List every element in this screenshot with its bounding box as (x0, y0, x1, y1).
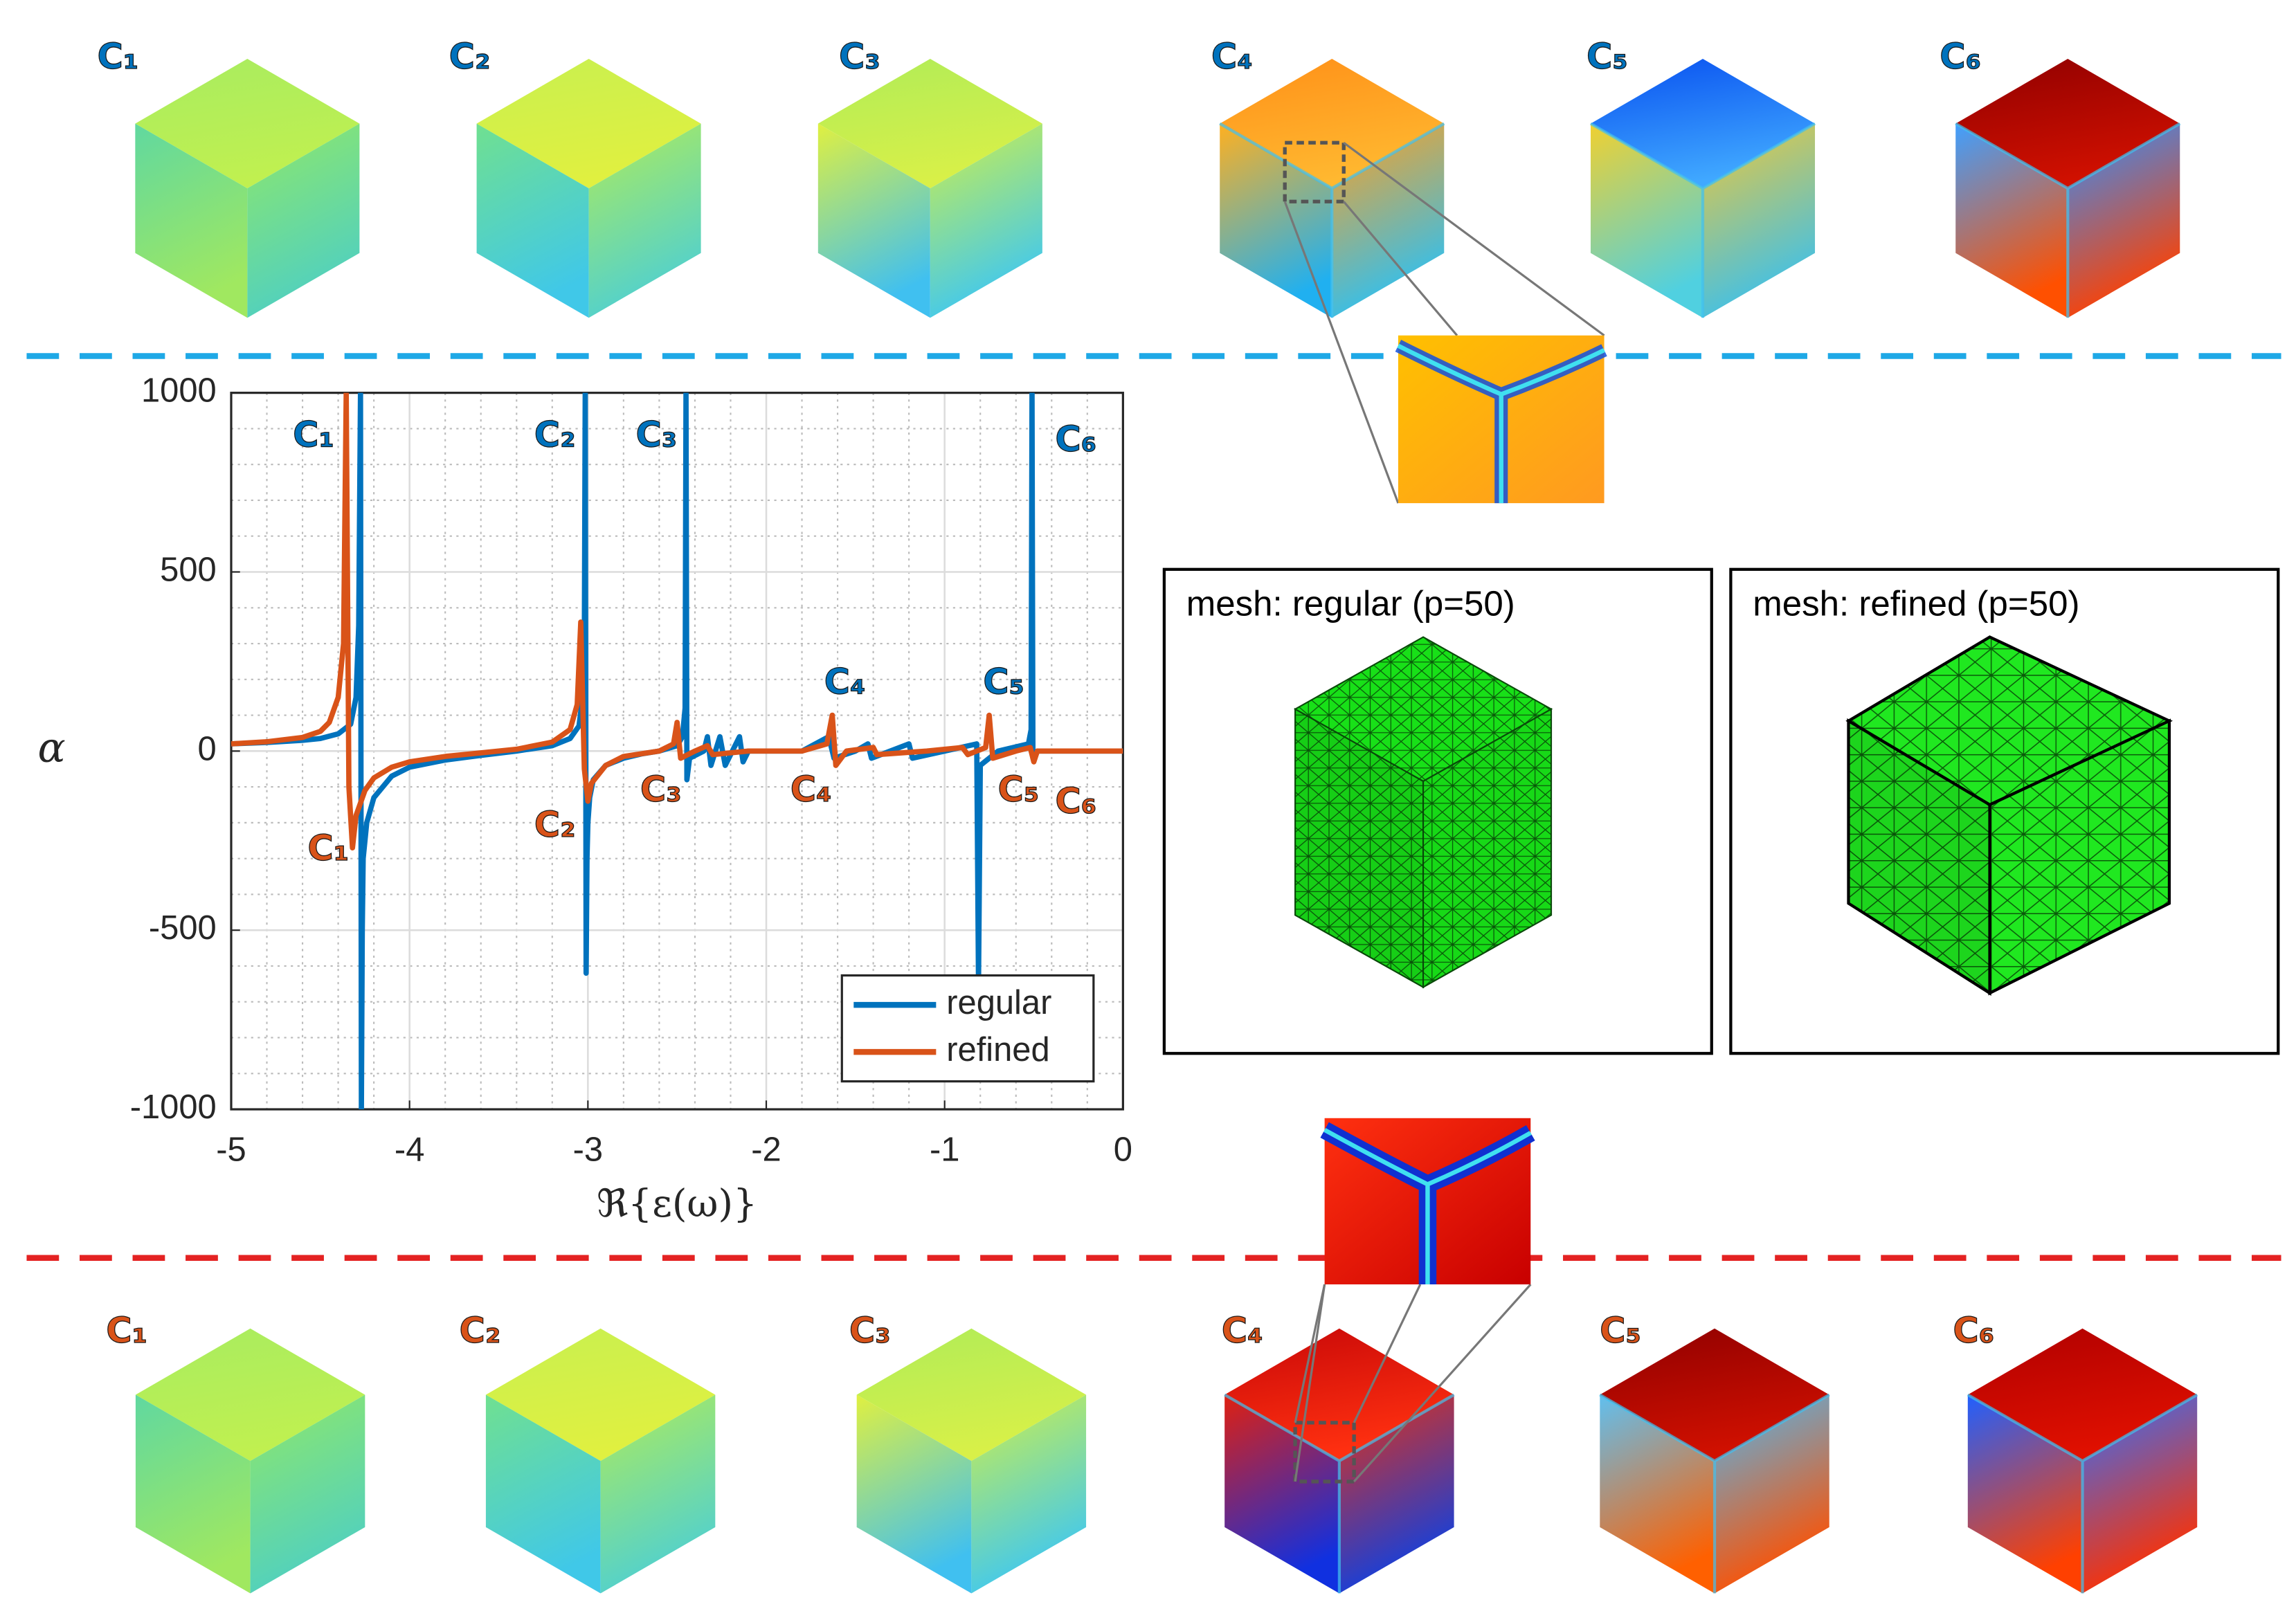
cube-face (588, 123, 701, 318)
x-tick-label: -3 (573, 1131, 603, 1169)
annotation: C₃ (636, 415, 678, 455)
x-tick-label: -2 (751, 1131, 781, 1169)
annotation: C₄ (790, 770, 832, 810)
annotation: C₆ (1055, 781, 1096, 822)
y-tick-label: -1000 (130, 1089, 217, 1126)
x-tick-label: -5 (216, 1131, 246, 1169)
zoom-inset-top (1283, 140, 1607, 504)
field-cube (1967, 1328, 2198, 1594)
field-cube (485, 1328, 716, 1594)
cube-label: C₅ (1600, 1311, 1641, 1351)
cube-edge (1589, 122, 1816, 318)
x-axis-label: ℜ{ε(ω)} (597, 1182, 757, 1226)
field-cube (135, 1328, 365, 1594)
y-axis-label: α (38, 725, 66, 772)
cube-edge (1599, 1393, 1830, 1594)
field-cube (817, 59, 1042, 318)
mesh-title: mesh: regular (p=50) (1186, 583, 1515, 623)
cube-face (856, 1328, 1087, 1462)
cube-face (817, 123, 930, 318)
cube-face (971, 1394, 1087, 1594)
field-cube (1224, 1328, 1455, 1594)
cube-label: C₁ (98, 37, 139, 78)
cube-label: C₃ (849, 1311, 891, 1351)
annotation: C₂ (534, 415, 576, 455)
cube-face (856, 1394, 972, 1594)
mesh-cube (1293, 636, 1553, 989)
cube-label: C₄ (1222, 1311, 1263, 1351)
legend-label: regular (946, 984, 1051, 1021)
y-tick-label: -500 (149, 909, 217, 947)
field-cube (135, 59, 360, 318)
legend-label: refined (946, 1031, 1049, 1068)
annotation: C₄ (824, 662, 866, 703)
cube-label: C₃ (839, 37, 880, 78)
annotation: C₃ (640, 770, 682, 810)
field-cube (1219, 59, 1445, 318)
chart: -5 -4 -3 -2 -1 0 -1000 -500 0 500 1000 C₁ C₂ C₃ C₄ C₅ C₆… (38, 372, 1132, 1226)
x-tick-label: -1 (930, 1131, 959, 1169)
annotation: C₁ (307, 828, 349, 869)
cube-edge (1955, 122, 2181, 318)
cube-face (600, 1394, 716, 1594)
annotation: C₂ (534, 805, 576, 846)
field-cube (476, 59, 701, 318)
cube-label: C₅ (1587, 37, 1628, 78)
field-cube (1955, 59, 2181, 318)
cube-face (135, 59, 360, 189)
annotation: C₅ (983, 662, 1024, 703)
cube-label: C₂ (449, 37, 491, 78)
field-cube (1589, 59, 1816, 318)
zoom-inset-bottom (1293, 1118, 1535, 1484)
cube-face (1224, 1394, 1339, 1594)
y-tick-label: 1000 (141, 372, 217, 410)
mesh-cube (1845, 635, 2173, 996)
annotation: C₅ (998, 770, 1040, 810)
cube-edge (1219, 122, 1445, 318)
cube-face (1339, 1394, 1454, 1594)
cube-face (485, 1394, 601, 1594)
cube-label: C₆ (1940, 37, 1981, 78)
cube-label: C₂ (460, 1311, 501, 1351)
cube-edge (1967, 1393, 2198, 1594)
series-line (230, 392, 1123, 850)
mesh-title: mesh: refined (p=50) (1753, 583, 2079, 623)
x-tick-label: 0 (1114, 1131, 1132, 1169)
cube-face (247, 123, 360, 318)
x-tick-label: -4 (395, 1131, 424, 1169)
cube-face (250, 1394, 365, 1594)
cube-label: C₁ (106, 1311, 147, 1351)
field-cube (856, 1328, 1087, 1594)
cube-face (930, 123, 1042, 318)
annotation: C₁ (293, 415, 334, 455)
cube-label: C₆ (1953, 1311, 1994, 1351)
y-tick-label: 0 (198, 730, 217, 767)
annotation: C₆ (1055, 419, 1096, 460)
field-cube (1599, 1328, 1830, 1594)
y-tick-label: 500 (160, 551, 217, 588)
legend-box (840, 974, 1095, 1083)
cube-label: C₄ (1211, 37, 1253, 78)
